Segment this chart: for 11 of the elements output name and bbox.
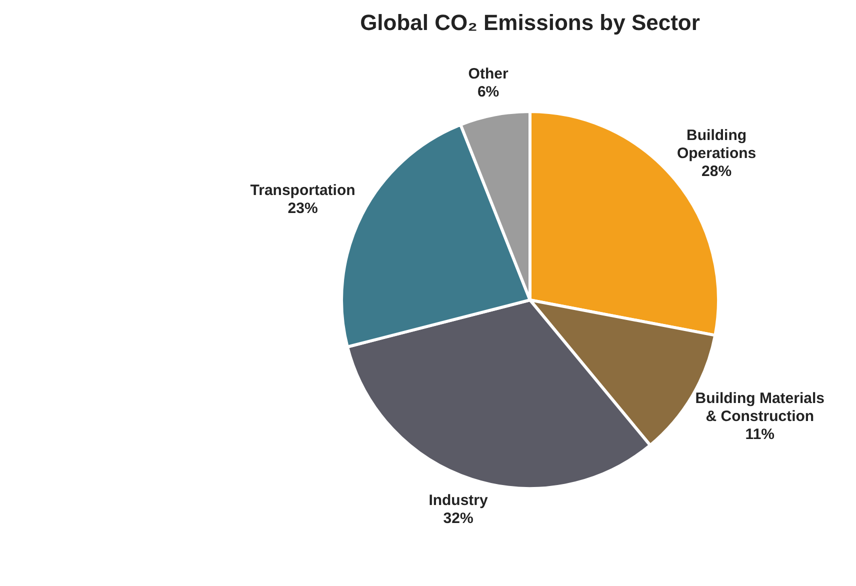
- data-label: 32%: [443, 510, 474, 527]
- data-label: 23%: [288, 200, 318, 218]
- slice-label: Building Operations: [676, 126, 756, 162]
- data-label: 6%: [477, 84, 500, 101]
- slice-label: Transportation: [250, 182, 356, 200]
- data-label: 11%: [745, 426, 774, 443]
- slice-label: Building Materials & Construction: [695, 390, 824, 425]
- slice-label: Other: [468, 66, 508, 83]
- data-label: 28%: [702, 162, 732, 180]
- slice-label: Industry: [428, 492, 489, 509]
- chart-title: Global CO₂ Emissions by Sector: [360, 10, 700, 36]
